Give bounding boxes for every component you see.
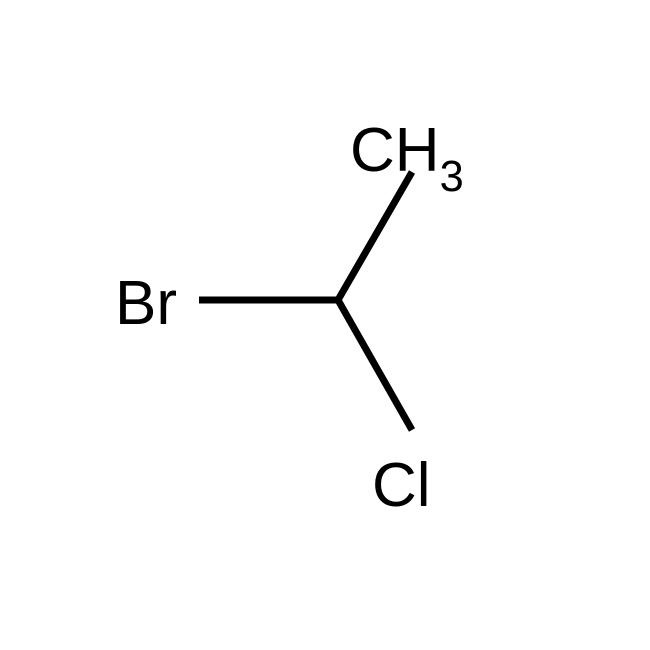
- ch3-text: CH: [350, 116, 440, 185]
- atom-label-br: Br: [115, 268, 177, 339]
- cl-text: Cl: [372, 451, 431, 520]
- molecule-canvas: CH3 Br Cl: [0, 0, 650, 650]
- bond-lines: [0, 0, 650, 650]
- atom-label-cl: Cl: [372, 450, 431, 521]
- br-text: Br: [115, 269, 177, 338]
- ch3-sub: 3: [440, 153, 464, 201]
- atom-label-ch3: CH3: [350, 115, 464, 195]
